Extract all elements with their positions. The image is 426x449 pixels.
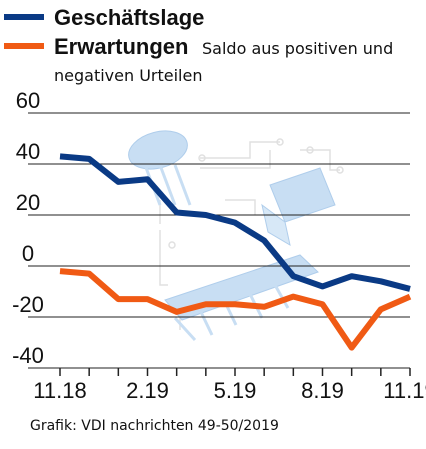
- x-tick-label: 8.19: [301, 378, 344, 403]
- y-tick-label: 40: [16, 139, 40, 164]
- x-tick-label: 2.19: [126, 378, 169, 403]
- legend: Geschäftslage Erwartungen Saldo aus posi…: [4, 5, 393, 85]
- source-note: Grafik: VDI nachrichten 49-50/2019: [30, 418, 279, 434]
- y-tick-label: -40: [12, 343, 44, 368]
- series-line-0: [59, 153, 411, 292]
- legend-subtitle: Saldo aus positiven und: [202, 39, 393, 58]
- y-tick-label: 20: [16, 190, 40, 215]
- x-axis: 11.18 2.19 5.19 8.19 11.19: [33, 368, 426, 403]
- legend-label-geschaeftslage: Geschäftslage: [54, 5, 204, 30]
- x-tick-label: 5.19: [214, 378, 257, 403]
- legend-label-erwartungen: Erwartungen: [54, 34, 188, 59]
- background-illustration: [128, 130, 344, 342]
- series-lines: [59, 153, 412, 351]
- y-axis: 60 40 20 0 -20 -40: [12, 88, 44, 368]
- legend-swatch-geschaeftslage: [4, 14, 44, 20]
- x-tick-label: 11.19: [383, 378, 426, 403]
- y-tick-label: 0: [22, 241, 34, 266]
- x-tick-label: 11.18: [33, 378, 86, 403]
- grid: [28, 112, 410, 369]
- legend-subtitle-line-2: negativen Urteilen: [54, 66, 202, 85]
- y-tick-label: -20: [12, 292, 44, 317]
- y-tick-label: 60: [16, 88, 40, 113]
- series-line-1: [59, 268, 412, 351]
- legend-swatch-erwartungen: [4, 43, 44, 49]
